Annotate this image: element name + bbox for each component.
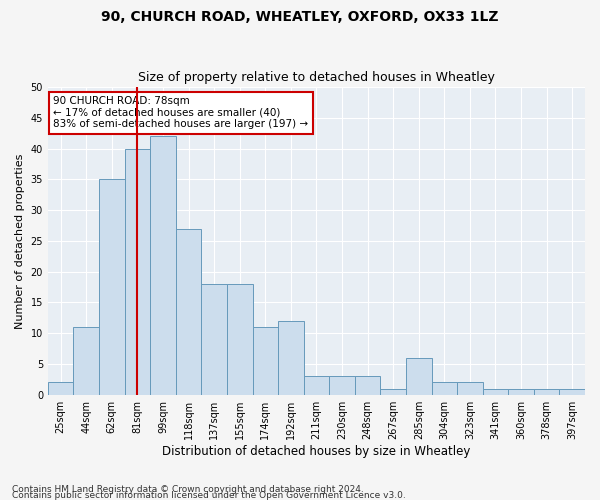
X-axis label: Distribution of detached houses by size in Wheatley: Distribution of detached houses by size … [162,444,470,458]
Bar [227,284,253,395]
Bar [482,388,508,394]
Bar [329,376,355,394]
Bar [73,327,99,394]
Bar [176,228,202,394]
Bar [304,376,329,394]
Bar [508,388,534,394]
Title: Size of property relative to detached houses in Wheatley: Size of property relative to detached ho… [138,72,495,85]
Bar [355,376,380,394]
Bar [150,136,176,394]
Text: Contains public sector information licensed under the Open Government Licence v3: Contains public sector information licen… [12,490,406,500]
Text: Contains HM Land Registry data © Crown copyright and database right 2024.: Contains HM Land Registry data © Crown c… [12,484,364,494]
Y-axis label: Number of detached properties: Number of detached properties [15,153,25,328]
Bar [534,388,559,394]
Bar [202,284,227,395]
Text: 90, CHURCH ROAD, WHEATLEY, OXFORD, OX33 1LZ: 90, CHURCH ROAD, WHEATLEY, OXFORD, OX33 … [101,10,499,24]
Bar [278,321,304,394]
Bar [253,327,278,394]
Bar [380,388,406,394]
Bar [406,358,431,395]
Bar [559,388,585,394]
Bar [125,148,150,394]
Bar [99,180,125,394]
Bar [457,382,482,394]
Bar [48,382,73,394]
Bar [431,382,457,394]
Text: 90 CHURCH ROAD: 78sqm
← 17% of detached houses are smaller (40)
83% of semi-deta: 90 CHURCH ROAD: 78sqm ← 17% of detached … [53,96,308,130]
